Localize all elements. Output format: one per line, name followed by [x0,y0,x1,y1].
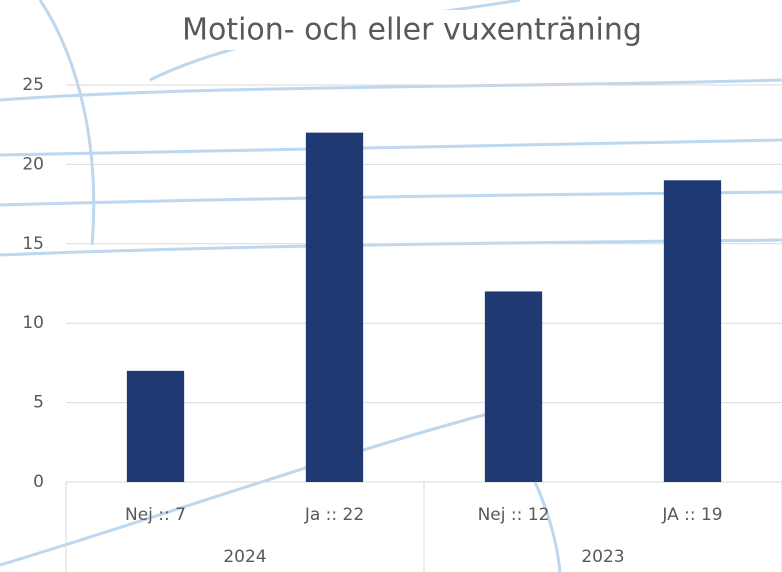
deco-curve [0,138,782,157]
y-tick-label: 0 [33,472,44,492]
y-tick-label: 25 [22,75,44,95]
chart-title: Motion- och eller vuxenträning [182,13,642,48]
deco-curve [0,78,782,102]
title-backdrop [120,10,660,50]
deco-curve [0,190,782,207]
group-label: 2024 [223,547,266,567]
y-tick-label: 15 [22,234,44,254]
x-tick-label: Ja :: 22 [304,505,364,525]
bar [663,180,722,482]
x-tick-label: Nej :: 7 [125,505,186,525]
bar [126,370,185,482]
deco-curve [0,238,782,257]
bar [305,132,364,482]
group-label: 2023 [581,547,624,567]
x-tick-label: Nej :: 12 [478,505,550,525]
deco-curve [0,410,496,567]
y-tick-label: 20 [22,154,44,174]
y-tick-label: 5 [33,393,44,413]
bar [484,291,543,482]
deco-curve [38,0,96,246]
x-tick-label: JA :: 19 [661,505,722,525]
y-tick-label: 10 [22,313,44,333]
